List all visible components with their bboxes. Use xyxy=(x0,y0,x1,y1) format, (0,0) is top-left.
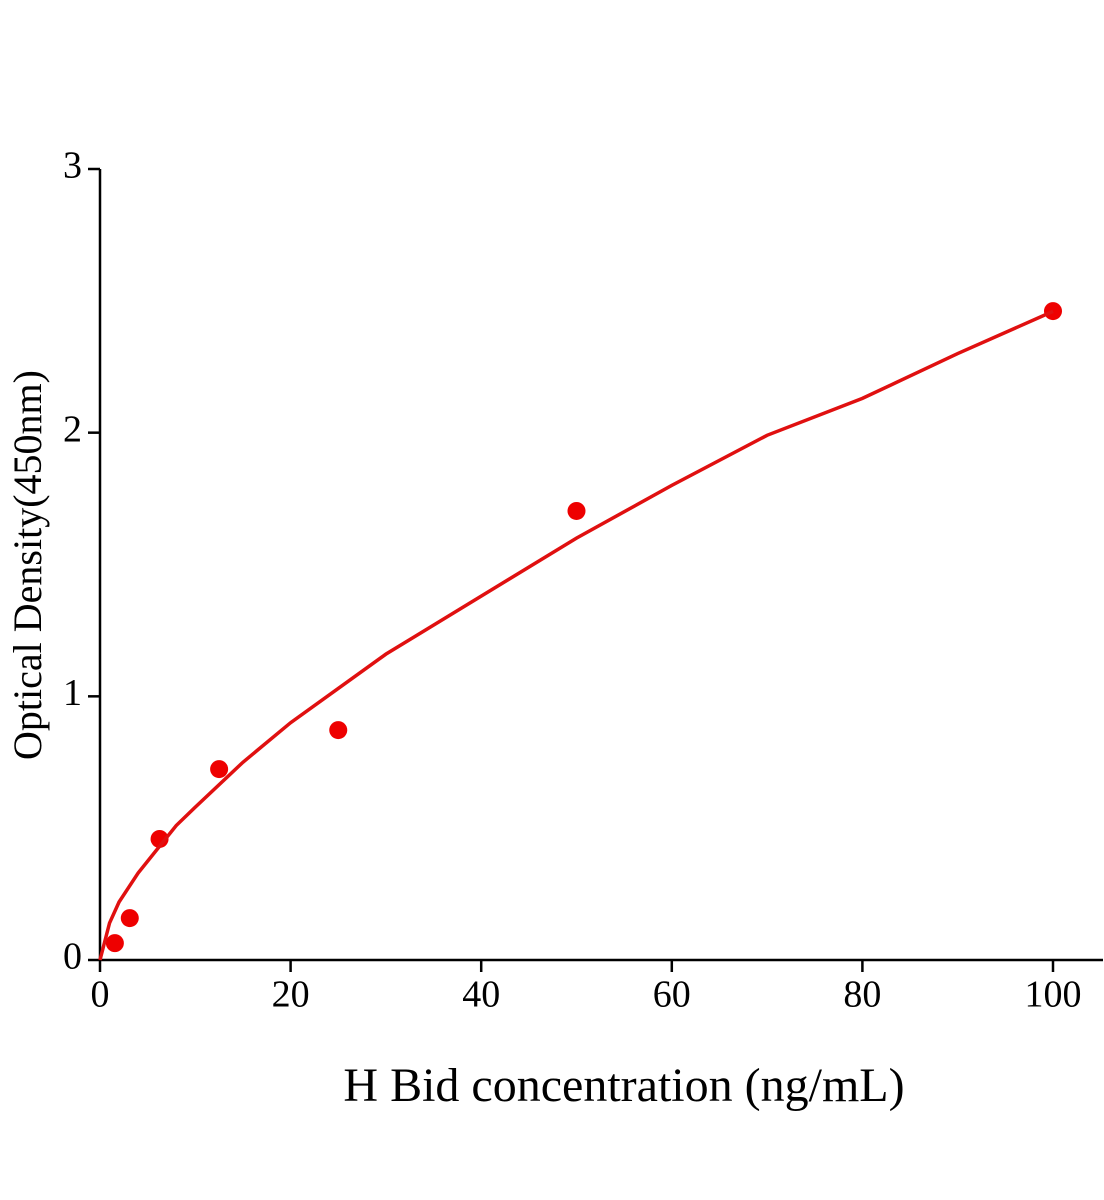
data-point xyxy=(329,721,348,740)
y-tick-label: 0 xyxy=(63,936,82,978)
x-tick-label: 60 xyxy=(653,974,691,1016)
data-point xyxy=(105,934,124,953)
x-axis-label: H Bid concentration (ng/mL) xyxy=(343,1059,904,1112)
y-tick-label: 3 xyxy=(63,145,82,187)
y-tick-label: 1 xyxy=(63,672,82,714)
y-tick-label: 2 xyxy=(63,408,82,450)
data-point xyxy=(567,501,586,520)
fit-curve xyxy=(98,309,1054,961)
x-tick-label: 40 xyxy=(462,974,500,1016)
x-tick-label: 0 xyxy=(91,974,110,1016)
data-point xyxy=(1044,302,1062,321)
data-point xyxy=(120,909,139,928)
data-point xyxy=(210,760,229,779)
y-axis-label: Optical Density(450nm) xyxy=(5,370,50,760)
x-tick-label: 100 xyxy=(1025,974,1082,1016)
x-tick-label: 80 xyxy=(843,974,881,1016)
x-tick-label: 20 xyxy=(272,974,310,1016)
